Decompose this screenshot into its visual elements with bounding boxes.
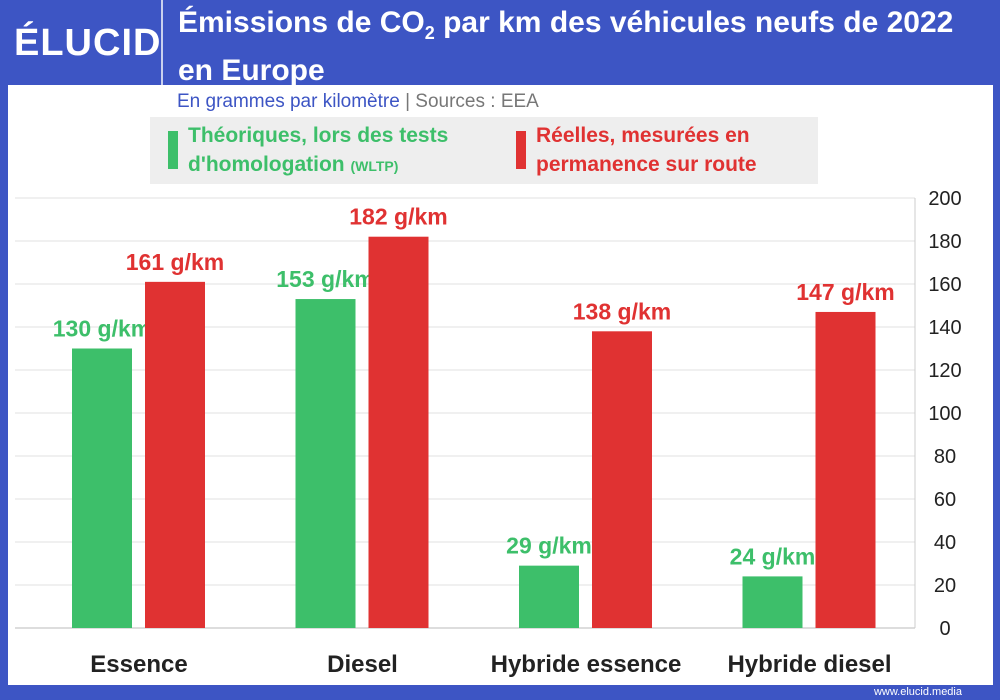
bar-real xyxy=(592,331,652,628)
bar-real xyxy=(145,281,205,628)
bar-theoretical xyxy=(72,348,132,628)
category-label: Hybride diesel xyxy=(727,651,891,678)
bar-real xyxy=(815,311,876,628)
footer-url: www.elucid.media xyxy=(873,686,962,698)
legend-item-theoretical: Théoriques, lors des tests d'homologation… xyxy=(188,124,449,176)
data-label: 130 g/km xyxy=(53,316,151,342)
legend-swatch-red xyxy=(516,131,526,169)
data-label: 29 g/km xyxy=(506,533,592,559)
y-tick-label: 140 xyxy=(928,317,961,339)
y-tick-label: 80 xyxy=(934,446,956,468)
subtitle: En grammes par kilomètre | Sources : EEA xyxy=(177,91,539,112)
y-tick-label: 100 xyxy=(928,403,961,425)
chart-title: Émissions de CO2 par km des véhicules ne… xyxy=(178,6,954,87)
data-label: 153 g/km xyxy=(276,266,374,292)
y-tick-label: 20 xyxy=(934,575,956,597)
bar-real xyxy=(368,236,429,628)
data-label: 147 g/km xyxy=(796,279,894,305)
y-tick-label: 160 xyxy=(928,274,961,296)
bar-theoretical xyxy=(295,299,356,628)
y-tick-label: 200 xyxy=(928,188,961,210)
elucid-logo: ÉLUCID xyxy=(14,22,162,64)
category-label: Essence xyxy=(90,651,187,678)
data-label: 24 g/km xyxy=(730,543,816,569)
header-divider xyxy=(161,0,163,85)
legend: Théoriques, lors des tests d'homologation… xyxy=(150,117,818,184)
data-label: 161 g/km xyxy=(126,249,224,275)
category-label: Diesel xyxy=(327,651,398,678)
bar-theoretical xyxy=(742,576,803,628)
legend-swatch-green xyxy=(168,131,178,169)
y-tick-label: 0 xyxy=(939,618,950,640)
y-tick-label: 180 xyxy=(928,231,961,253)
data-label: 182 g/km xyxy=(349,204,447,230)
y-tick-label: 120 xyxy=(928,360,961,382)
legend-item-real: Réelles, mesurées en permanence sur route xyxy=(536,124,757,176)
y-tick-label: 60 xyxy=(934,489,956,511)
y-tick-label: 40 xyxy=(934,532,956,554)
category-label: Hybride essence xyxy=(491,651,682,678)
header: ÉLUCID Émissions de CO2 par km des véhic… xyxy=(0,0,1000,87)
data-label: 138 g/km xyxy=(573,298,671,324)
bar-theoretical xyxy=(519,565,579,628)
